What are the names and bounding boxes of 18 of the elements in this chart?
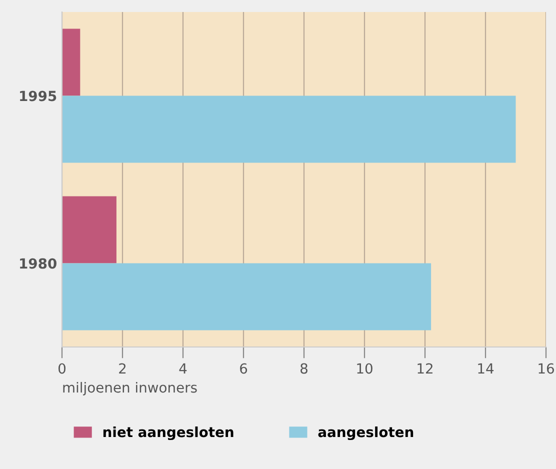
bar <box>62 263 432 330</box>
bar <box>62 196 116 264</box>
x-tick-label: 16 <box>538 363 554 374</box>
x-tick-label: 10 <box>357 363 372 374</box>
bar <box>62 28 80 96</box>
x-tick-label: 4 <box>179 363 187 374</box>
y-tick-label: 1995 <box>20 90 56 102</box>
y-tick-label: 1980 <box>20 258 56 269</box>
x-tick-label: 0 <box>58 363 66 374</box>
x-tick-label: 12 <box>418 363 432 374</box>
x-tick-label: 8 <box>300 363 308 374</box>
legend-label: niet aangesloten <box>103 426 234 440</box>
x-tick-label: 6 <box>240 363 248 374</box>
bar <box>62 96 516 163</box>
x-tick-label: 2 <box>119 363 126 374</box>
legend-label: aangesloten <box>318 426 414 440</box>
x-tick-label: 14 <box>478 363 494 374</box>
x-axis-title: miljoenen inwoners <box>63 382 197 396</box>
